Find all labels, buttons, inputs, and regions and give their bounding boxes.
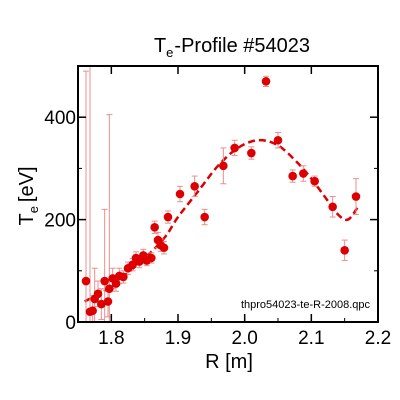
data-point — [159, 243, 169, 253]
data-point — [200, 212, 209, 222]
x-tick-label: 2.1 — [298, 328, 324, 349]
data-point — [299, 169, 308, 178]
data-point — [147, 253, 156, 263]
y-tick-label: 400 — [44, 108, 76, 129]
x-tick-label: 1.8 — [98, 328, 124, 349]
data-point — [230, 143, 239, 153]
data-point — [135, 257, 144, 266]
x-tick-label: 2.0 — [231, 328, 257, 349]
data-point — [111, 279, 121, 288]
x-tick-label: 1.9 — [165, 328, 191, 349]
data-point — [163, 212, 173, 222]
x-tick-label: 2.2 — [365, 328, 391, 349]
data-point-layer — [81, 77, 361, 317]
y-axis-label: Te[eV] — [16, 166, 41, 225]
plot-frame — [77, 65, 379, 323]
data-point — [190, 182, 199, 191]
axis-layer: 1.8 1.9 2.0 2.1 2.2 0 200 400 — [44, 65, 391, 349]
errorbar-layer — [83, 66, 359, 322]
x-axis-label: R [m] — [205, 351, 253, 373]
data-point — [328, 202, 337, 212]
data-point — [219, 161, 228, 171]
data-point — [128, 260, 137, 269]
data-point — [100, 276, 109, 286]
data-point — [93, 289, 103, 299]
data-point — [105, 284, 114, 294]
data-point — [150, 222, 159, 232]
data-point — [97, 299, 106, 309]
y-tick-label: 0 — [65, 313, 76, 334]
data-point — [103, 297, 113, 306]
data-point — [351, 192, 361, 201]
chart-title: Te-Profile #54023 — [154, 35, 310, 60]
data-point — [81, 276, 91, 286]
y-tick-label: 200 — [44, 211, 76, 232]
data-point — [175, 189, 185, 199]
data-point — [247, 148, 256, 158]
data-point — [119, 272, 128, 282]
data-point — [340, 246, 349, 255]
data-point — [273, 135, 283, 145]
filename-annotation: thpro54023-te-R-2008.qpc — [241, 299, 371, 311]
data-point — [288, 171, 297, 181]
data-point — [310, 176, 319, 186]
data-point — [261, 77, 271, 86]
data-point — [88, 306, 97, 316]
